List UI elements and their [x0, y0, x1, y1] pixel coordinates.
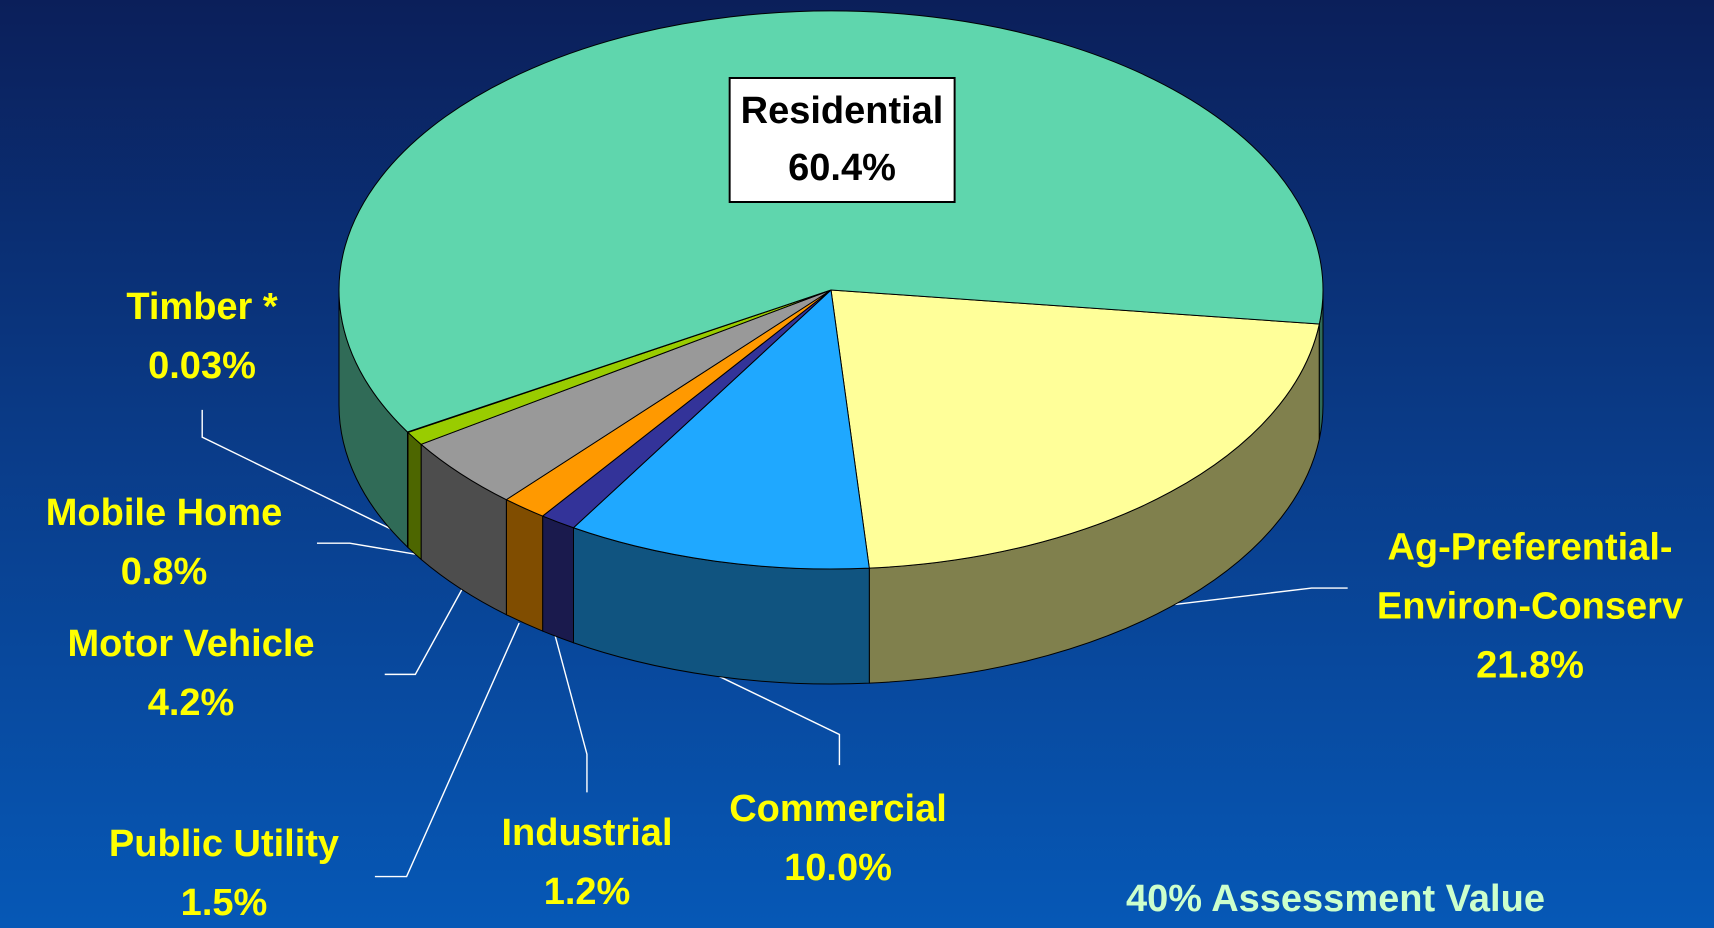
leader-line: [554, 635, 588, 793]
data-label: Industrial 1.2%: [501, 804, 672, 922]
data-label: Motor Vehicle 4.2%: [67, 615, 314, 733]
slice-side: [542, 515, 574, 644]
data-label: Ag-Preferential-Environ-Conserv 21.8%: [1350, 519, 1710, 696]
slice-value: 1.2%: [543, 871, 631, 913]
slice: [338, 10, 1324, 433]
data-label: Public Utility 1.5%: [109, 815, 339, 928]
slice-value: 10.0%: [784, 847, 892, 889]
data-label: Timber * 0.03%: [126, 278, 277, 396]
leader-line: [1174, 587, 1348, 606]
slice-value: 0.8%: [120, 551, 208, 593]
leader-lines: [201, 409, 1348, 878]
slice-name: Motor Vehicle: [67, 623, 315, 666]
leader-line: [201, 409, 405, 537]
slice-name: Ag-Preferential-Environ-Conserv: [1376, 526, 1684, 628]
slice-name: Industrial: [501, 812, 673, 855]
data-label: Commercial 10.0%: [729, 780, 947, 898]
leader-line: [710, 671, 841, 766]
slice-name: Public Utility: [108, 823, 340, 866]
slice-side: [505, 498, 544, 632]
leader-line: [374, 622, 520, 878]
slice-value: 4.2%: [147, 682, 235, 724]
slice-name: Timber *: [126, 286, 278, 329]
leader-line: [384, 584, 466, 676]
data-label: Mobile Home 0.8%: [46, 484, 282, 602]
slice-name: Commercial: [729, 788, 947, 831]
slice: [830, 289, 1320, 569]
slice-value: 21.8%: [1476, 644, 1584, 687]
slice-value: 0.03%: [148, 345, 256, 387]
slice-name: Residential: [740, 90, 944, 132]
annotation: 40% Assessment Value: [1126, 878, 1545, 920]
leader-line: [316, 542, 416, 555]
slice: [572, 288, 870, 570]
data-label: Residential 60.4%: [728, 77, 956, 203]
slice-value: 1.5%: [180, 882, 268, 924]
slice-name: Mobile Home: [45, 492, 283, 535]
slice-value: 60.4%: [788, 147, 896, 189]
slice-side: [407, 431, 422, 561]
